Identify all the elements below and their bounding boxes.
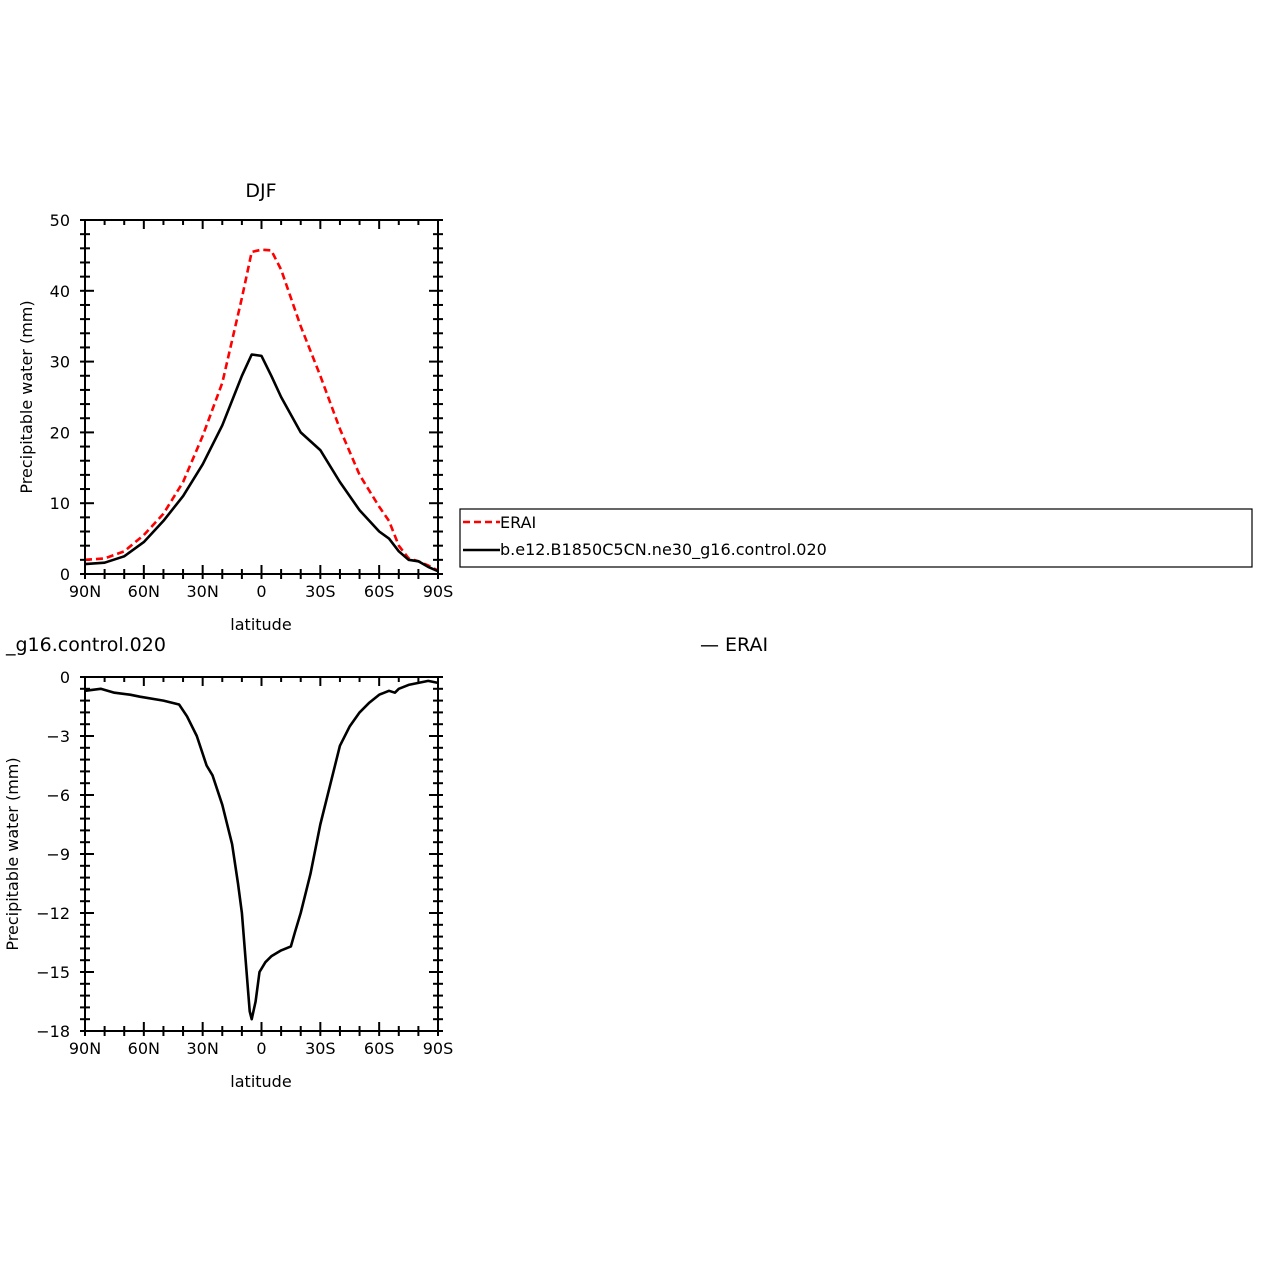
- bottom-panel-xlabel: latitude: [230, 1072, 291, 1091]
- bottom-xtick-label: 60N: [128, 1039, 160, 1058]
- top-xtick-label: 30N: [187, 582, 219, 601]
- bottom-panel-title-left: _g16.control.020: [5, 634, 166, 656]
- top-ytick-label: 40: [50, 282, 70, 301]
- top-xtick-label: 60S: [364, 582, 395, 601]
- top-xtick-label: 90N: [69, 582, 101, 601]
- top-ytick-label: 50: [50, 211, 70, 230]
- legend-label-erai: ERAI: [500, 513, 536, 532]
- top-panel-ylabel: Precipitable water (mm): [17, 300, 36, 493]
- top-panel-frame: [84, 219, 439, 575]
- top-series-line-1: [84, 353, 439, 573]
- bottom-xtick-label: 30N: [187, 1039, 219, 1058]
- bottom-panel-marks: 90N 60N 30N 0 30S 60S 90S 0 −3 −6 −9 −12 −15 −18: [36, 668, 453, 1058]
- legend-box: [459, 508, 1253, 568]
- top-xtick-label: 30S: [305, 582, 336, 601]
- top-ytick-label: 10: [50, 494, 70, 513]
- top-series-line-0: [84, 248, 439, 572]
- bottom-panel: _g16.control.020 — ERAI 90N 60N 30N 0 30S 60S…: [3, 634, 768, 1091]
- bottom-panel-frame: [84, 676, 439, 1032]
- top-panel-xlabel: latitude: [230, 615, 291, 634]
- bottom-ytick-label: 0: [60, 668, 70, 687]
- top-xtick-label: 60N: [128, 582, 160, 601]
- bottom-ytick-label: −18: [36, 1022, 70, 1041]
- top-ytick-label: 30: [50, 353, 70, 372]
- bottom-xtick-label: 0: [256, 1039, 266, 1058]
- bottom-ytick-label: −3: [46, 727, 70, 746]
- top-panel: DJF 90N 60N 30N 0 30S 60S 90S 0 10 20 30 40 50 latit…: [17, 180, 453, 634]
- legend: ERAI b.e12.B1850C5CN.ne30_g16.control.02…: [459, 508, 1253, 568]
- top-xtick-label: 90S: [423, 582, 454, 601]
- legend-label-model: b.e12.B1850C5CN.ne30_g16.control.020: [500, 540, 827, 560]
- bottom-xtick-label: 60S: [364, 1039, 395, 1058]
- bottom-panel-ylabel: Precipitable water (mm): [3, 757, 22, 950]
- top-xtick-label: 0: [256, 582, 266, 601]
- top-ytick-label: 20: [50, 423, 70, 442]
- bottom-ytick-label: −12: [36, 904, 70, 923]
- top-panel-title: DJF: [245, 180, 276, 202]
- bottom-ytick-label: −15: [36, 963, 70, 982]
- bottom-panel-title-right: — ERAI: [700, 634, 768, 656]
- bottom-ytick-label: −9: [46, 845, 70, 864]
- top-panel-marks: 90N 60N 30N 0 30S 60S 90S 0 10 20 30 40 50: [50, 211, 454, 601]
- bottom-series-line-0: [84, 679, 439, 1021]
- bottom-ytick-label: −6: [46, 786, 70, 805]
- bottom-xtick-label: 30S: [305, 1039, 336, 1058]
- bottom-xtick-label: 90N: [69, 1039, 101, 1058]
- bottom-xtick-label: 90S: [423, 1039, 454, 1058]
- top-ytick-label: 0: [60, 565, 70, 584]
